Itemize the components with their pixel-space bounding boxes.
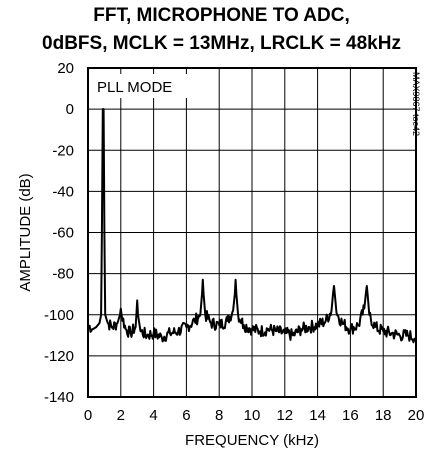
x-tick-labels: 0 2 4 6 8 10 12 14 16 18 20: [84, 407, 425, 424]
y-tick-label: -40: [52, 183, 74, 200]
x-tick-label: 18: [375, 407, 392, 424]
annotation-background: [91, 74, 191, 98]
x-tick-label: 6: [182, 407, 190, 424]
x-tick-label: 4: [149, 407, 157, 424]
x-tick-label: 0: [84, 407, 92, 424]
chart-subtitle: 0dBFS, MCLK = 13MHz, LRCLK = 48kHz: [42, 33, 401, 54]
x-tick-label: 10: [244, 407, 261, 424]
pll-mode-annotation: PLL MODE: [97, 79, 172, 96]
y-tick-label: -140: [44, 389, 74, 406]
y-tick-label: 0: [66, 101, 74, 118]
x-tick-label: 12: [276, 407, 293, 424]
figure-code: MAX9867 toc42: [411, 72, 421, 136]
y-tick-label: -120: [44, 348, 74, 365]
x-axis-label: FREQUENCY (kHz): [185, 432, 319, 449]
y-tick-label: -20: [52, 142, 74, 159]
y-tick-label: -80: [52, 266, 74, 283]
y-tick-label: -60: [52, 225, 74, 242]
grid-lines: [87, 67, 417, 398]
x-tick-label: 20: [408, 407, 425, 424]
x-tick-label: 16: [342, 407, 359, 424]
plot-frame: [87, 67, 417, 398]
y-tick-label: -100: [44, 307, 74, 324]
x-tick-label: 14: [309, 407, 326, 424]
y-axis-label: AMPLITUDE (dB): [17, 173, 34, 291]
x-tick-label: 2: [117, 407, 125, 424]
chart-title: FFT, MICROPHONE TO ADC,: [93, 5, 350, 26]
x-tick-label: 8: [215, 407, 223, 424]
y-tick-labels: 20 0 -20 -40 -60 -80 -100 -120 -140: [44, 60, 74, 406]
series-line: [87, 108, 417, 344]
y-tick-label: 20: [57, 60, 74, 77]
